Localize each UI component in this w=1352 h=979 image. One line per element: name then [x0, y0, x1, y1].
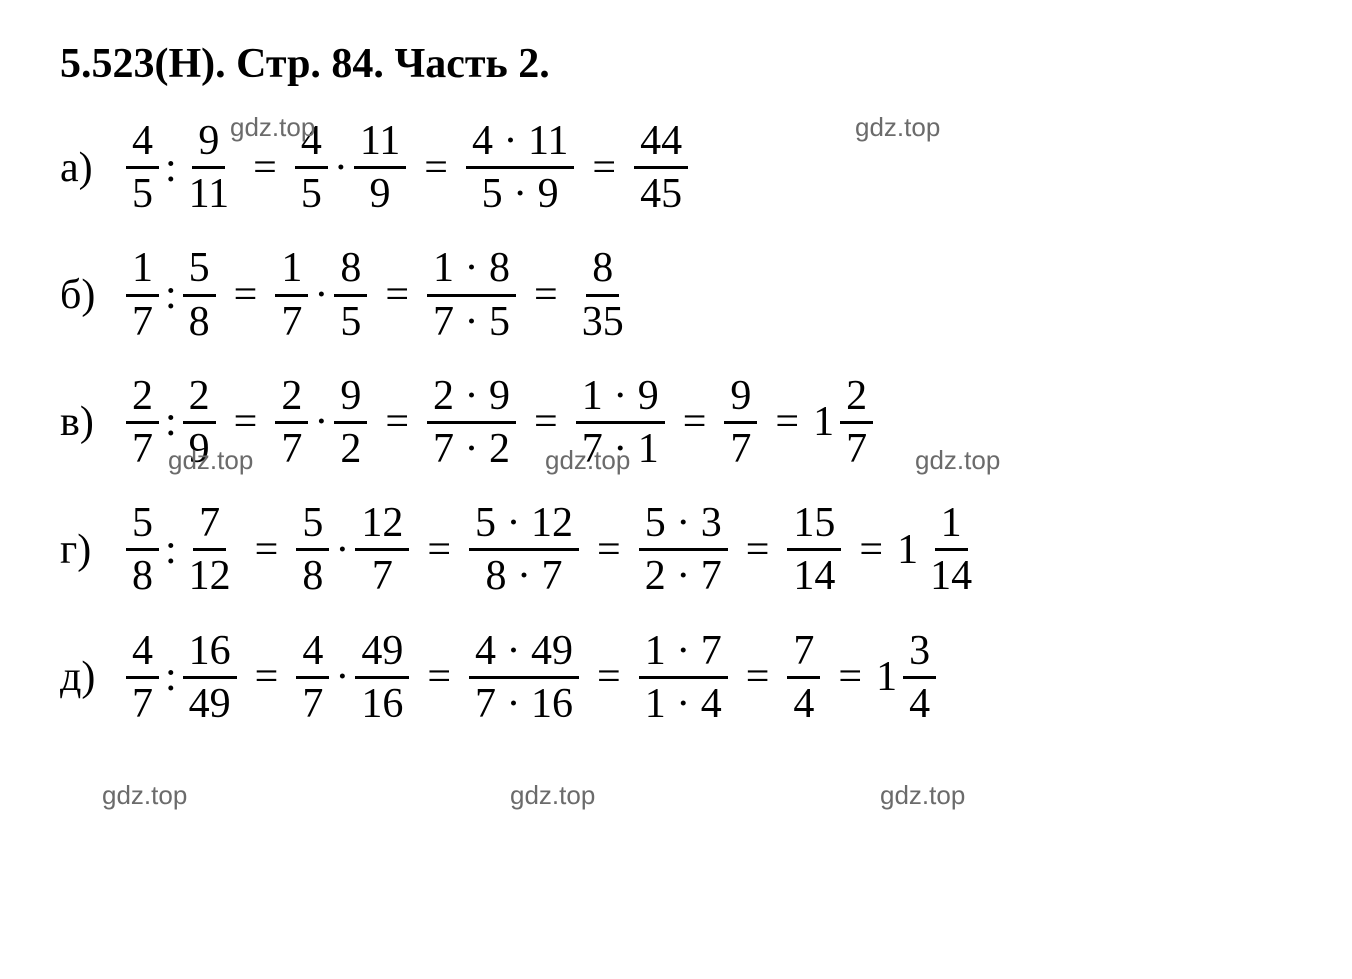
- mixed-number: 1 34: [876, 628, 940, 727]
- watermark: gdz.top: [230, 112, 315, 143]
- header: 5.523(Н). Стр. 84. Часть 2.: [60, 40, 1292, 88]
- label-b: б): [60, 271, 110, 319]
- fraction: 85: [334, 245, 367, 344]
- fraction: 4916: [355, 628, 409, 727]
- equals: =: [424, 144, 448, 192]
- fraction: 58: [296, 500, 329, 599]
- page-label: Стр. 84.: [236, 41, 384, 87]
- equals: =: [838, 653, 862, 701]
- fraction: 2 · 97 · 2: [427, 373, 516, 472]
- equals: =: [592, 144, 616, 192]
- equals: =: [597, 653, 621, 701]
- fraction: 97: [724, 373, 757, 472]
- dot-op: ·: [335, 526, 349, 574]
- watermark: gdz.top: [855, 112, 940, 143]
- fraction: 911: [183, 118, 235, 217]
- fraction: 5 · 32 · 7: [639, 500, 728, 599]
- fraction: 712: [183, 500, 237, 599]
- mixed-number: 1 27: [813, 373, 877, 472]
- problem-number: 5.523(Н).: [60, 41, 226, 87]
- fraction: 1649: [183, 628, 237, 727]
- watermark: gdz.top: [102, 780, 187, 811]
- watermark: gdz.top: [168, 445, 253, 476]
- fraction: 27: [126, 373, 159, 472]
- fraction: 92: [334, 373, 367, 472]
- dot-op: ·: [335, 653, 349, 701]
- equals: =: [253, 144, 277, 192]
- mixed-number: 1 114: [897, 500, 982, 599]
- fraction: 34: [903, 628, 936, 727]
- fraction: 4 · 497 · 16: [469, 628, 579, 727]
- label-c: в): [60, 398, 110, 446]
- fraction: 17: [275, 245, 308, 344]
- part-label: Часть 2.: [394, 41, 549, 87]
- watermark: gdz.top: [510, 780, 595, 811]
- fraction: 47: [126, 628, 159, 727]
- fraction: 27: [275, 373, 308, 472]
- label-e: д): [60, 653, 110, 701]
- equals: =: [859, 526, 883, 574]
- fraction: 58: [183, 245, 216, 344]
- equals: =: [385, 398, 409, 446]
- fraction: 4445: [634, 118, 688, 217]
- equals: =: [427, 653, 451, 701]
- problem-b: б) 17 : 58 = 17 · 85 = 1 · 87 · 5 = 835: [60, 245, 1292, 344]
- fraction: 1 · 87 · 5: [427, 245, 516, 344]
- fraction: 835: [576, 245, 630, 344]
- colon-op: :: [165, 271, 177, 319]
- equals: =: [597, 526, 621, 574]
- watermark: gdz.top: [880, 780, 965, 811]
- problem-e: д) 47 : 1649 = 47 · 4916 = 4 · 497 · 16 …: [60, 628, 1292, 727]
- equals: =: [746, 526, 770, 574]
- fraction: 1 · 71 · 4: [639, 628, 728, 727]
- equals: =: [683, 398, 707, 446]
- equals: =: [746, 653, 770, 701]
- colon-op: :: [165, 398, 177, 446]
- label-d: г): [60, 526, 110, 574]
- label-a: а): [60, 144, 110, 192]
- fraction: 27: [840, 373, 873, 472]
- dot-op: ·: [314, 398, 328, 446]
- fraction: 127: [355, 500, 409, 599]
- equals: =: [534, 398, 558, 446]
- fraction: 47: [296, 628, 329, 727]
- equals: =: [385, 271, 409, 319]
- equals: =: [775, 398, 799, 446]
- colon-op: :: [165, 526, 177, 574]
- fraction: 119: [354, 118, 406, 217]
- fraction: 4 · 115 · 9: [466, 118, 574, 217]
- colon-op: :: [165, 653, 177, 701]
- dot-op: ·: [334, 144, 348, 192]
- equals: =: [234, 271, 258, 319]
- equals: =: [234, 398, 258, 446]
- equals: =: [255, 526, 279, 574]
- equals: =: [427, 526, 451, 574]
- fraction: 74: [787, 628, 820, 727]
- fraction: 114: [924, 500, 978, 599]
- colon-op: :: [165, 144, 177, 192]
- equals: =: [534, 271, 558, 319]
- fraction: 17: [126, 245, 159, 344]
- dot-op: ·: [314, 271, 328, 319]
- watermark: gdz.top: [545, 445, 630, 476]
- problem-d: г) 58 : 712 = 58 · 127 = 5 · 128 · 7 = 5…: [60, 500, 1292, 599]
- fraction: 5 · 128 · 7: [469, 500, 579, 599]
- equals: =: [255, 653, 279, 701]
- fraction: 1514: [787, 500, 841, 599]
- watermark: gdz.top: [915, 445, 1000, 476]
- fraction: 45: [126, 118, 159, 217]
- fraction: 58: [126, 500, 159, 599]
- content-container: 5.523(Н). Стр. 84. Часть 2. а) 45 : 911 …: [60, 40, 1292, 727]
